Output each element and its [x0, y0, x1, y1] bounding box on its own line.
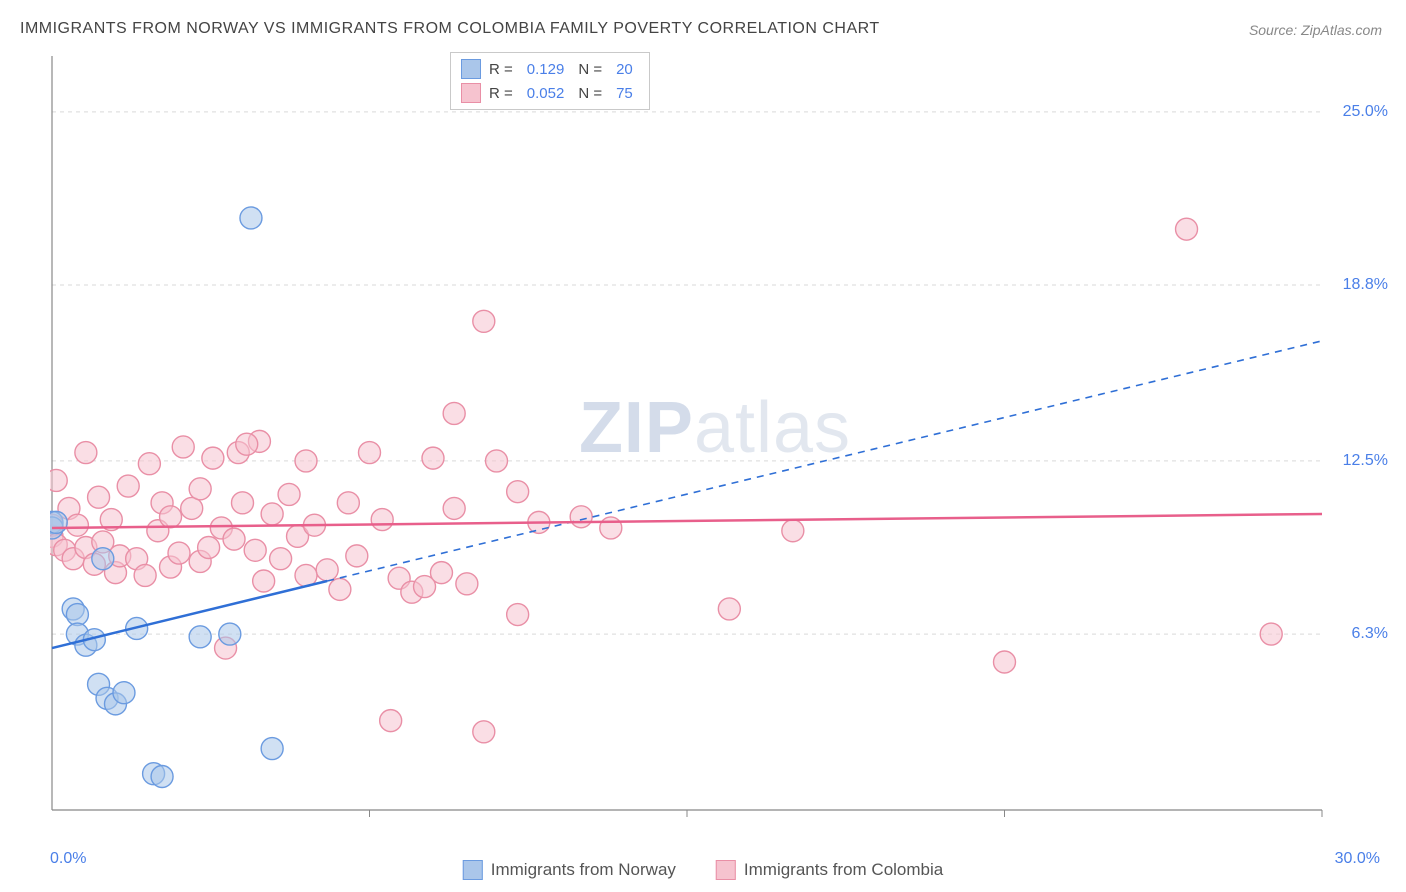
- legend-swatch: [716, 860, 736, 880]
- x-tick-label: 30.0%: [1335, 850, 1380, 868]
- legend-label: Immigrants from Colombia: [744, 860, 943, 880]
- y-tick-label: 6.3%: [1352, 625, 1388, 643]
- stats-legend-row: R =0.052N =75: [461, 81, 639, 105]
- scatter-chart: [50, 48, 1380, 840]
- stats-legend: R =0.129N =20R =0.052N =75: [450, 52, 650, 110]
- legend-swatch: [461, 83, 481, 103]
- legend-item: Immigrants from Norway: [463, 860, 676, 880]
- series-legend: Immigrants from Norway Immigrants from Co…: [463, 860, 943, 880]
- y-tick-label: 18.8%: [1343, 276, 1388, 294]
- legend-item: Immigrants from Colombia: [716, 860, 943, 880]
- legend-swatch: [463, 860, 483, 880]
- y-tick-label: 12.5%: [1343, 452, 1388, 470]
- plot-area: ZIPatlas 6.3%12.5%18.8%25.0%0.0%30.0%: [50, 48, 1380, 840]
- legend-label: Immigrants from Norway: [491, 860, 676, 880]
- x-tick-label: 0.0%: [50, 850, 86, 868]
- chart-title: IMMIGRANTS FROM NORWAY VS IMMIGRANTS FRO…: [20, 20, 880, 38]
- y-tick-label: 25.0%: [1343, 103, 1388, 121]
- source-label: Source: ZipAtlas.com: [1249, 22, 1382, 38]
- stats-legend-row: R =0.129N =20: [461, 57, 639, 81]
- legend-swatch: [461, 59, 481, 79]
